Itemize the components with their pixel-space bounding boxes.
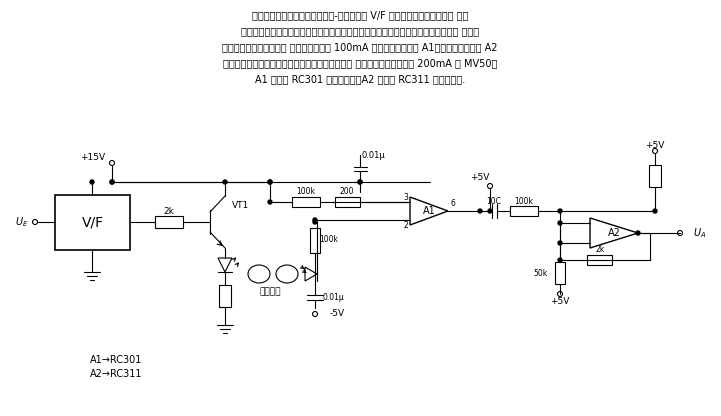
Bar [335,197,360,207]
Text: 2k: 2k [596,245,605,253]
Text: VT1: VT1 [232,201,249,210]
Circle shape [268,180,272,184]
Text: +5V: +5V [550,297,570,305]
Text: +5V: +5V [645,141,665,149]
Bar [510,206,538,216]
Circle shape [268,180,272,184]
Bar [219,285,231,307]
Bar [55,195,130,250]
Text: A1→RC301: A1→RC301 [90,355,142,365]
Bar [310,228,320,253]
Circle shape [90,180,94,184]
Text: 光导纤维: 光导纤维 [260,287,280,297]
Circle shape [358,180,362,184]
Circle shape [313,220,317,224]
Text: 6: 6 [451,198,456,208]
Bar [555,262,565,284]
Text: $U_E$: $U_E$ [15,215,29,229]
Circle shape [223,180,227,184]
Bar [155,216,183,228]
Circle shape [268,200,272,204]
Circle shape [636,231,640,235]
Text: 200: 200 [340,188,354,196]
Text: 100k: 100k [515,196,534,206]
Text: +5V: +5V [470,173,490,181]
Text: V/F: V/F [81,215,104,230]
Circle shape [110,180,114,184]
Text: A1: A1 [423,206,435,216]
Circle shape [653,209,657,213]
Text: 0.01μ: 0.01μ [322,294,344,302]
Text: A2: A2 [608,228,621,238]
Circle shape [558,241,562,245]
Text: 管送进光导纤维。光导纤维或聚苯乙烯杆的长度决定于数字或模拟信号输入端和光敏 二极管: 管送进光导纤维。光导纤维或聚苯乙烯杆的长度决定于数字或模拟信号输入端和光敏 二极… [241,26,479,36]
Text: 10C: 10C [487,196,501,206]
Text: $U_A$: $U_A$ [693,226,707,240]
Circle shape [358,180,362,184]
Bar [587,255,612,265]
Text: 之间隔离的电压值。光敏 二极管可驱动有 100mA 输出的运算放大器 A1，再经运算放大器 A2: 之间隔离的电压值。光敏 二极管可驱动有 100mA 输出的运算放大器 A1，再经… [222,42,497,52]
Circle shape [488,209,492,213]
Text: 2: 2 [404,220,408,230]
Text: 100k: 100k [319,235,338,245]
Circle shape [478,209,482,213]
Text: +15V: +15V [81,154,105,163]
Text: 100k: 100k [296,188,316,196]
Text: 2k: 2k [164,206,174,215]
Text: 0.01μ: 0.01μ [361,151,385,159]
Text: 放大就可驱动电缆、继电器或扬声器等负载。发光 二极管可采用输出高达 200mA 的 MV50。: 放大就可驱动电缆、继电器或扬声器等负载。发光 二极管可采用输出高达 200mA … [223,58,497,68]
Circle shape [558,258,562,262]
Circle shape [558,209,562,213]
Circle shape [558,221,562,225]
Text: 3: 3 [404,193,408,201]
Text: A1 可采用 RC301 运算放大器。A2 可采用 RC311 运算放大器.: A1 可采用 RC301 运算放大器。A2 可采用 RC311 运算放大器. [255,74,465,84]
Bar [292,197,320,207]
Circle shape [313,218,317,222]
Text: -5V: -5V [330,310,345,319]
Circle shape [110,180,114,184]
Bar [649,165,661,187]
Text: 50k: 50k [534,268,548,277]
Text: A2→RC311: A2→RC311 [90,369,143,379]
Text: 电路首先将输入模拟信号经电压-频率变换器 V/F 变换为频率信号，由发光 二极: 电路首先将输入模拟信号经电压-频率变换器 V/F 变换为频率信号，由发光 二极 [252,10,468,20]
